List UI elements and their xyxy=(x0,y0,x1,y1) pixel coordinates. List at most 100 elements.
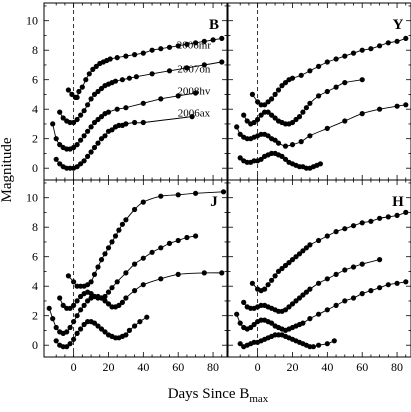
data-point-2008hv xyxy=(88,124,94,130)
data-point-2006ax xyxy=(85,153,91,159)
data-point-2006mr xyxy=(300,248,306,254)
data-point-2007on xyxy=(265,109,271,115)
data-point-2006mr xyxy=(95,264,101,270)
data-point-2007on xyxy=(241,112,247,118)
data-point-2006mr xyxy=(403,209,409,215)
x-tick-label: 80 xyxy=(207,360,219,374)
data-point-2006ax xyxy=(237,341,243,347)
data-point-2006mr xyxy=(102,251,108,257)
data-point-2008hv xyxy=(201,270,207,276)
data-point-2008hv xyxy=(78,307,84,313)
data-point-2006mr xyxy=(359,220,365,226)
data-point-2006ax xyxy=(324,341,330,347)
series-label: 2006ax xyxy=(178,108,211,120)
data-point-2006mr xyxy=(158,193,164,199)
data-point-2006mr xyxy=(296,251,303,257)
data-point-2008hv xyxy=(140,282,146,288)
data-point-2006mr xyxy=(272,91,278,97)
data-point-2007on xyxy=(67,305,73,311)
data-point-2006mr xyxy=(140,199,146,205)
data-point-2006mr xyxy=(210,37,216,43)
data-point-2006mr xyxy=(262,102,268,108)
data-point-2008hv xyxy=(193,90,199,96)
data-point-2007on xyxy=(333,271,339,277)
data-point-2006ax xyxy=(316,342,322,348)
data-point-2006mr xyxy=(107,56,113,62)
data-point-2007on xyxy=(60,302,66,308)
data-point-2006ax xyxy=(78,161,84,167)
panel-frame xyxy=(43,179,228,358)
data-point-2007on xyxy=(282,307,289,313)
data-point-2006ax xyxy=(140,119,146,126)
data-point-2008hv xyxy=(269,320,275,326)
data-point-2008hv xyxy=(300,320,306,326)
data-point-2008hv xyxy=(234,124,240,130)
x-tick-label: 0 xyxy=(255,360,261,374)
data-point-2006mr xyxy=(368,218,374,224)
data-point-2007on xyxy=(57,295,63,301)
data-point-2007on xyxy=(132,261,138,267)
data-point-2007on xyxy=(293,298,299,304)
data-point-2007on xyxy=(219,59,225,65)
data-point-2006mr xyxy=(166,44,173,50)
x-tick-label: 60 xyxy=(356,360,368,374)
data-point-2008hv xyxy=(175,93,181,99)
data-point-2006mr xyxy=(74,94,80,100)
data-point-2007on xyxy=(166,68,173,74)
data-point-2008hv xyxy=(116,302,122,308)
x-tick-label: 20 xyxy=(102,360,114,374)
y-tick-label: 4 xyxy=(32,102,38,116)
data-point-2007on xyxy=(272,115,278,121)
data-point-2007on xyxy=(296,114,303,120)
data-point-2007on xyxy=(350,264,357,270)
data-point-2006mr xyxy=(342,226,348,232)
data-point-2007on xyxy=(333,84,339,90)
data-point-2008hv xyxy=(316,311,322,317)
data-point-2006mr xyxy=(272,273,278,279)
data-point-2007on xyxy=(60,115,66,121)
data-point-2006ax xyxy=(91,320,98,326)
x-tick-label: 80 xyxy=(391,360,403,374)
data-point-2008hv xyxy=(85,298,91,304)
data-point-2006mr xyxy=(116,227,122,233)
data-point-2006ax xyxy=(237,155,243,161)
data-point-2006mr xyxy=(86,71,92,77)
data-point-2008hv xyxy=(275,140,282,146)
y-tick-label: 2 xyxy=(32,309,38,323)
x-tick-label: 0 xyxy=(71,360,77,374)
data-point-2007on xyxy=(98,85,105,92)
data-point-2006ax xyxy=(95,140,101,146)
panel-data xyxy=(234,35,409,171)
data-point-2008hv xyxy=(394,280,400,286)
data-point-2006ax xyxy=(71,336,77,342)
data-point-2007on xyxy=(166,240,173,246)
data-point-2006mr xyxy=(175,43,181,49)
data-point-2007on xyxy=(289,119,296,126)
data-point-2008hv xyxy=(53,136,59,142)
y-tick-label: 6 xyxy=(32,73,38,87)
data-point-2008hv xyxy=(114,106,120,112)
data-point-2008hv xyxy=(342,298,348,304)
data-point-2006ax xyxy=(126,327,132,333)
data-point-2007on xyxy=(303,105,309,111)
data-point-2007on xyxy=(241,299,247,305)
y-tick-label: 0 xyxy=(32,338,38,352)
data-point-2007on xyxy=(303,289,309,295)
panel-j: 0 20 40 60 80 0 2 4 6 8 10 J xyxy=(26,179,228,374)
data-point-2006mr xyxy=(65,273,71,279)
data-point-2008hv xyxy=(50,316,56,322)
data-point-2006mr xyxy=(88,279,94,285)
data-point-2006mr xyxy=(91,271,98,277)
data-point-2006mr xyxy=(220,189,227,195)
data-point-2007on xyxy=(85,102,91,108)
data-point-2008hv xyxy=(359,111,365,117)
data-point-2007on xyxy=(74,298,80,304)
data-point-2008hv xyxy=(123,295,129,301)
data-point-2008hv xyxy=(53,324,59,331)
data-point-2007on xyxy=(114,279,120,285)
data-point-2006mr xyxy=(275,268,282,274)
data-point-2006ax xyxy=(81,158,87,164)
data-point-2006mr xyxy=(265,282,271,288)
data-point-2006mr xyxy=(201,38,207,44)
data-point-2007on xyxy=(269,112,275,118)
